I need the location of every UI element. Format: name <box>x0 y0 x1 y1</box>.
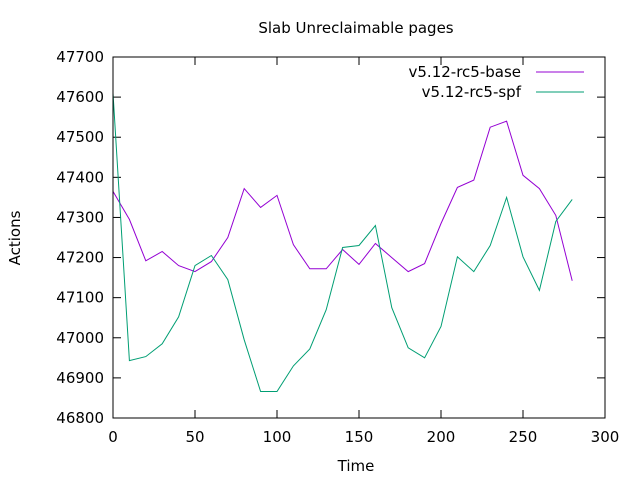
plot-frame <box>112 56 606 419</box>
y-tick-label: 46800 <box>56 409 104 427</box>
x-tick-label: 150 <box>345 428 374 446</box>
y-tick-label: 47000 <box>56 329 104 347</box>
y-tick-label: 47500 <box>56 128 104 146</box>
series-line-v5.12-rc5-base <box>112 120 573 281</box>
axis-ticks: 46800 46900 47000 47100 47200 47300 47400 47500… <box>56 48 619 446</box>
legend-label: v5.12-rc5-spf <box>422 83 522 101</box>
legend-label: v5.12-rc5-base <box>409 63 522 81</box>
x-tick-label: 100 <box>263 428 292 446</box>
x-tick-label: 200 <box>427 428 456 446</box>
y-tick-label: 46900 <box>56 369 104 387</box>
y-tick-label: 47100 <box>56 289 104 307</box>
x-tick-label: 300 <box>591 428 620 446</box>
chart-title: Slab Unreclaimable pages <box>258 19 453 37</box>
plot-series <box>112 93 573 392</box>
series-line-v5.12-rc5-spf <box>112 93 573 392</box>
legend: v5.12-rc5-base v5.12-rc5-spf <box>409 63 584 101</box>
x-tick-label: 250 <box>509 428 538 446</box>
y-tick-label: 47700 <box>56 48 104 66</box>
y-tick-label: 47300 <box>56 208 104 226</box>
y-tick-label: 47200 <box>56 249 104 267</box>
y-tick-label: 47400 <box>56 168 104 186</box>
x-tick-label: 50 <box>185 428 204 446</box>
x-axis-label: Time <box>337 457 375 475</box>
y-tick-label: 47600 <box>56 88 104 106</box>
x-tick-label: 0 <box>108 428 118 446</box>
y-axis-label: Actions <box>6 210 24 265</box>
